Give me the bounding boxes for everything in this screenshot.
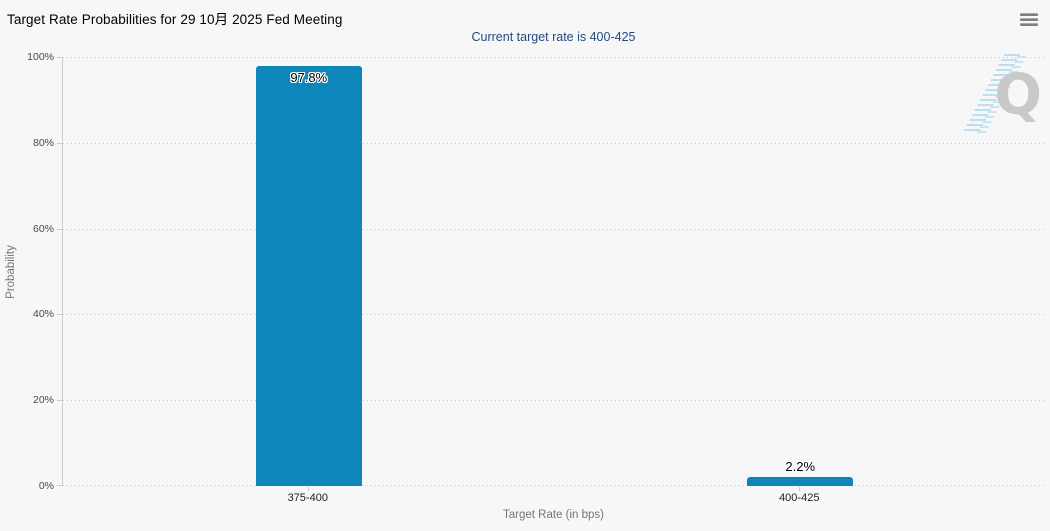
x-axis-title: Target Rate (in bps) <box>503 509 604 521</box>
plot-area: 97.8% 2.2% <box>62 57 1046 486</box>
y-axis-title: Probability <box>5 245 17 299</box>
y-tick-label: 40% <box>32 308 54 321</box>
gridline-60% <box>63 228 1046 230</box>
y-tick-mark <box>57 57 62 58</box>
y-tick-label: 80% <box>32 136 54 149</box>
y-tick-mark <box>57 228 62 230</box>
y-tick-label: 100% <box>27 51 54 63</box>
chart-title: Target Rate Probabilities for 29 10月 202… <box>7 12 343 27</box>
chart-menu-button[interactable] <box>1017 9 1041 27</box>
gridline-100% <box>63 57 1046 58</box>
bar-value-label: 97.8% <box>290 70 328 86</box>
bar-value-label: 2.2% <box>785 458 816 474</box>
hamburger-menu-icon <box>1019 13 1039 26</box>
x-tick-mark <box>799 487 801 491</box>
y-tick-label: 60% <box>32 222 54 235</box>
y-tick-mark <box>57 400 62 402</box>
y-tick-label: 0% <box>38 480 54 492</box>
x-category-label: 375-400 <box>287 492 328 504</box>
gridline-40% <box>63 314 1046 316</box>
bar-400-425 <box>747 476 854 486</box>
x-category-label: 400-425 <box>779 492 820 504</box>
y-tick-label: 20% <box>32 394 54 407</box>
y-tick-mark <box>57 314 62 316</box>
bar-375-400 <box>255 66 362 486</box>
gridline-80% <box>63 142 1046 144</box>
y-tick-mark <box>57 142 62 144</box>
gridline-20% <box>63 400 1046 402</box>
chart-subtitle: Current target rate is 400-425 <box>471 30 636 44</box>
x-tick-mark <box>307 487 309 491</box>
gridline-0% <box>63 485 1046 486</box>
y-tick-mark <box>57 485 62 486</box>
